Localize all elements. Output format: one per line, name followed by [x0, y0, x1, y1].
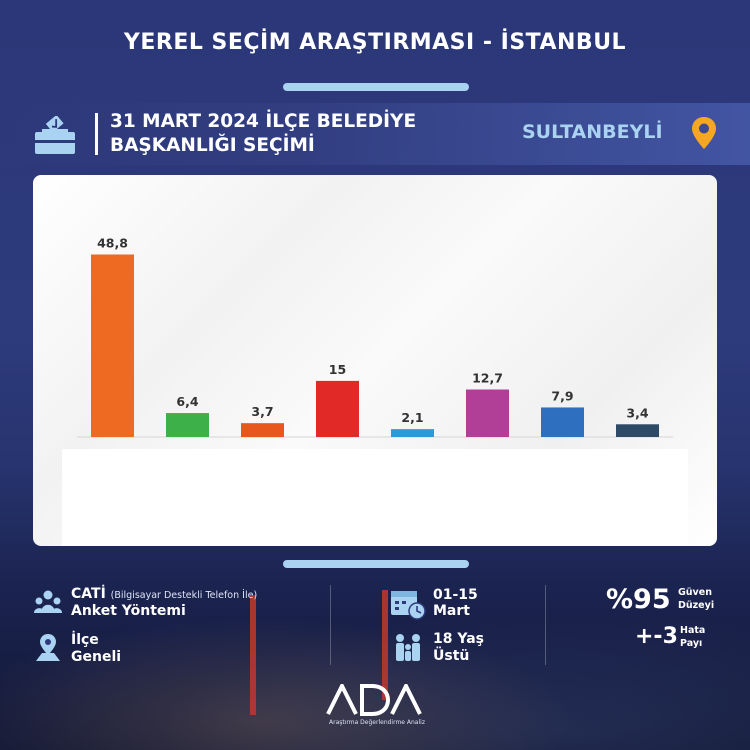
error-label-line1: Hata: [680, 625, 706, 636]
age-line2: Üstü: [433, 648, 470, 664]
city-background: [0, 560, 750, 750]
page-title: YEREL SEÇİM ARAŞTIRMASI - İSTANBUL: [123, 30, 627, 55]
bar-8: [616, 424, 659, 437]
error-margin-value: +-3: [635, 624, 678, 649]
election-title-line2: BAŞKANLIĞI SEÇİMİ: [110, 135, 315, 156]
bar-value-label-8: 3,4: [626, 405, 648, 420]
confidence-label-line2: Düzeyi: [678, 600, 715, 611]
method-title-text: CATİ: [71, 586, 106, 602]
bar-1: [91, 254, 134, 437]
method-note: (Bilgisayar Destekli Telefon İle): [110, 590, 258, 601]
bridge-tower-right: [382, 590, 388, 700]
bar-7: [541, 407, 584, 437]
footer-divider: [283, 560, 469, 568]
confidence-value: %95: [606, 584, 671, 615]
bar-2: [166, 413, 209, 437]
bar-4: [316, 380, 359, 437]
scope-line1: İlçe: [71, 632, 99, 648]
bar-value-label-4: 15: [329, 362, 346, 377]
header-separator: [95, 113, 98, 155]
footer-divider-2: [545, 585, 546, 665]
map-pin-icon: [36, 634, 60, 661]
error-label-line2: Payı: [680, 638, 703, 649]
bar-6: [466, 389, 509, 437]
date-line1: 01-15: [433, 587, 478, 603]
district-name: SULTANBEYLİ: [522, 121, 663, 143]
people-icon: [34, 590, 62, 613]
brand-tagline: Araştırma Değerlendirme Analiz: [329, 719, 425, 726]
bar-chart: 48,8 6,4 3,7 15 2,1 12,7 7,9 3,4: [77, 235, 673, 438]
footer-divider-1: [330, 585, 331, 665]
ada-logo: [326, 684, 422, 716]
subheader-band: [0, 103, 750, 165]
method-label: Anket Yöntemi: [71, 603, 186, 619]
scope-line2: Geneli: [71, 649, 122, 665]
bar-value-label-3: 3,7: [251, 404, 273, 419]
bar-value-label-6: 12,7: [472, 371, 503, 386]
chart-legend-area: [62, 449, 688, 546]
date-line2: Mart: [433, 603, 470, 619]
bar-value-label-5: 2,1: [401, 410, 423, 425]
bar-5: [391, 429, 434, 437]
bar-3: [241, 423, 284, 437]
election-title-line1: 31 MART 2024 İLÇE BELEDİYE: [110, 111, 417, 132]
family-icon: [396, 634, 420, 661]
age-line1: 18 Yaş: [433, 631, 484, 647]
method-title: CATİ (Bilgisayar Destekli Telefon İle): [71, 586, 257, 602]
title-divider: [283, 83, 469, 91]
ballot-box-icon: [35, 116, 75, 154]
election-title: 31 MART 2024 İLÇE BELEDİYE BAŞKANLIĞI SE…: [110, 110, 470, 158]
bridge-tower-left: [250, 595, 256, 715]
bar-value-label-2: 6,4: [176, 394, 198, 409]
bar-value-label-7: 7,9: [551, 388, 573, 403]
bar-value-label-1: 48,8: [97, 235, 128, 250]
location-pin-icon: [692, 117, 716, 149]
calendar-clock-icon: [391, 591, 426, 620]
confidence-label-line1: Güven: [678, 587, 712, 598]
